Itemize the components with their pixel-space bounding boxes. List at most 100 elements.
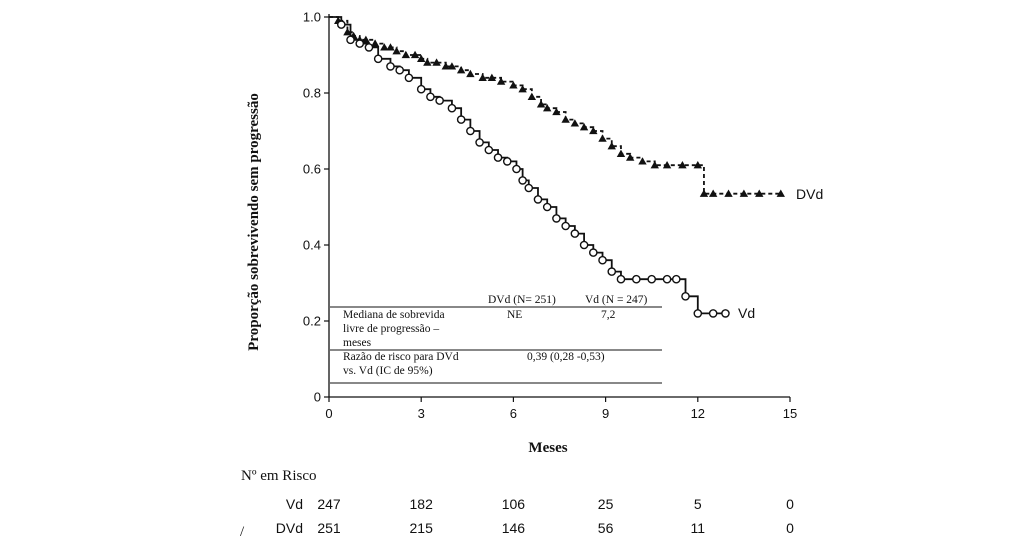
at-risk-value: 25 [598, 496, 614, 512]
at-risk-value: 11 [691, 520, 706, 536]
data-point-vd [502, 157, 512, 166]
data-point-dvd [527, 92, 537, 100]
x-ticks: 0 3 6 9 12 15 [325, 397, 797, 421]
data-point-dvd [739, 189, 749, 197]
at-risk-value: 146 [502, 520, 526, 536]
data-point-vd [364, 43, 374, 52]
at-risk-value: 215 [410, 520, 434, 536]
table-row1-label-line2: livre de progressão – [343, 323, 439, 335]
series-markers-dvd [334, 16, 785, 197]
data-point-vd [616, 274, 626, 284]
data-point-dvd [650, 161, 659, 169]
series-markers-vd [336, 20, 730, 318]
x-tick-label: 6 [510, 406, 517, 421]
x-tick-label: 9 [602, 406, 609, 421]
table-header-dvd: DVd (N= 251) [488, 294, 556, 306]
data-point-dvd [410, 50, 420, 59]
data-point-dvd [552, 107, 561, 116]
at-risk-label-vd: Vd [286, 496, 303, 512]
data-point-dvd [625, 153, 635, 161]
data-point-dvd [570, 119, 580, 127]
data-point-dvd [361, 35, 371, 43]
data-point-dvd [456, 66, 466, 74]
data-point-vd [355, 39, 365, 48]
data-point-vd [607, 267, 617, 276]
stray-mark: / [240, 524, 245, 540]
data-point-vd [693, 309, 703, 318]
data-point-dvd [693, 161, 702, 169]
data-point-vd [570, 229, 580, 238]
data-point-vd [632, 274, 641, 284]
data-point-vd [662, 274, 672, 284]
data-point-dvd [543, 104, 552, 112]
data-point-vd [524, 183, 534, 193]
y-tick-label: 1.0 [303, 10, 321, 25]
at-risk-value: 56 [598, 520, 614, 536]
data-point-vd [708, 309, 718, 318]
data-point-vd [561, 221, 570, 231]
y-tick-label: 0.6 [303, 162, 321, 177]
data-point-vd [518, 176, 527, 185]
axes [328, 14, 790, 398]
data-point-dvd [370, 39, 380, 47]
data-point-vd [426, 92, 435, 102]
at-risk-value: 106 [502, 496, 526, 512]
table-row2-label-line2: vs. Vd (IC de 95%) [343, 365, 433, 377]
table-row1-value-vd: 7,2 [601, 309, 616, 321]
data-point-vd [395, 65, 404, 75]
table-row1-value-dvd: NE [507, 309, 522, 321]
at-risk-table: Vd 247 182 106 25 5 0 DVd 251 215 146 56 11 0 [276, 496, 794, 536]
x-tick-label: 0 [325, 406, 332, 421]
data-point-vd [647, 274, 657, 284]
data-point-vd [552, 214, 561, 223]
data-point-vd [456, 115, 466, 124]
data-point-vd [386, 62, 395, 71]
data-point-dvd [423, 58, 432, 66]
table-row1-label-line3: meses [343, 337, 372, 349]
data-point-vd [542, 202, 552, 212]
data-point-vd [404, 73, 414, 83]
data-point-dvd [447, 62, 457, 70]
data-point-dvd [724, 189, 733, 197]
table-row2-label-line1: Razão de risco para DVd [343, 351, 459, 363]
summary-table: DVd (N= 251) Vd (N = 247) Mediana de sob… [330, 294, 662, 384]
table-row1-label-line1: Mediana de sobrevida [343, 309, 445, 321]
data-point-vd [475, 138, 484, 147]
y-tick-label: 0 [314, 390, 321, 405]
data-point-dvd [466, 69, 475, 78]
series-layer [329, 16, 785, 318]
data-point-vd [484, 145, 494, 155]
data-point-vd [598, 255, 607, 265]
data-point-vd [346, 35, 355, 45]
data-point-dvd [589, 126, 598, 135]
data-point-dvd [561, 115, 570, 123]
at-risk-label-dvd: DVd [276, 520, 303, 536]
at-risk-value: 182 [410, 496, 434, 512]
data-point-dvd [708, 189, 718, 197]
data-point-vd [681, 291, 690, 301]
data-point-dvd [487, 73, 497, 81]
data-point-vd [533, 195, 543, 204]
data-point-vd [493, 153, 503, 162]
data-point-dvd [616, 149, 626, 157]
data-point-dvd [662, 161, 672, 169]
at-risk-value: 0 [786, 496, 794, 512]
data-point-dvd [478, 73, 487, 81]
data-point-vd [671, 274, 681, 284]
data-point-vd [466, 126, 475, 136]
x-tick-label: 15 [783, 406, 797, 421]
data-point-dvd [598, 134, 607, 142]
data-point-dvd [579, 123, 589, 131]
data-point-dvd [638, 157, 647, 165]
series-label-dvd: DVd [796, 186, 823, 202]
table-row2-value: 0,39 (0,28 -0,53) [527, 351, 605, 363]
data-point-vd [579, 240, 589, 250]
data-point-dvd [386, 43, 395, 51]
data-point-dvd [441, 62, 450, 70]
data-point-dvd [518, 85, 527, 93]
at-risk-value: 0 [786, 520, 794, 536]
at-risk-title: Nº em Risco [241, 468, 316, 484]
series-line-dvd [329, 16, 781, 195]
x-tick-label: 12 [691, 406, 705, 421]
